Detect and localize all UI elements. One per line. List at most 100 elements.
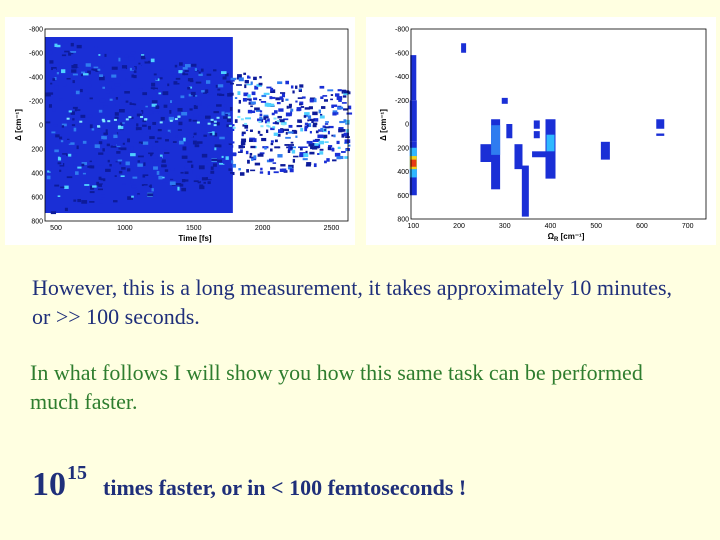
heatmap-cell — [61, 123, 67, 127]
heatmap-cell — [193, 105, 198, 110]
heatmap-cell — [151, 188, 154, 192]
heatmap-cell — [246, 98, 252, 101]
heatmap-cell — [288, 106, 292, 109]
heatmap-cell — [87, 70, 91, 75]
heatmap-cell — [299, 147, 303, 151]
heatmap-cell — [193, 113, 199, 118]
heatmap-cell — [98, 109, 103, 113]
heatmap-cell — [127, 192, 131, 196]
spectrum-spot — [656, 119, 665, 129]
heatmap-cell — [259, 152, 265, 155]
heatmap-cell — [318, 140, 324, 145]
heatmap-cell — [178, 70, 183, 74]
heatmap-cell — [45, 121, 51, 124]
heatmap-cell — [230, 77, 237, 81]
heatmap-cell — [82, 45, 85, 49]
heatmap-cell — [52, 78, 56, 81]
heatmap-cell — [343, 90, 350, 94]
heatmap-cell — [82, 172, 86, 175]
heatmap-highlight — [66, 117, 70, 120]
heatmap-cell — [109, 98, 113, 101]
heatmap-cell — [128, 117, 132, 121]
heatmap-cell — [54, 184, 60, 187]
heatmap-cell — [304, 112, 310, 116]
heatmap-cell — [172, 141, 177, 143]
heatmap-cell — [274, 139, 278, 143]
heatmap-cell — [341, 133, 345, 138]
heatmap-cell — [334, 152, 341, 157]
heatmap-cell — [179, 62, 183, 66]
heatmap-cell — [307, 119, 310, 122]
x-tick-label: 300 — [499, 223, 511, 230]
heatmap-cell — [244, 79, 249, 84]
heatmap-cell — [77, 202, 80, 205]
heatmap-cell — [120, 122, 123, 126]
heatmap-cell — [226, 80, 232, 83]
heatmap-cell — [216, 104, 222, 107]
heatmap-cell — [114, 112, 119, 116]
heatmap-cell — [223, 161, 229, 164]
heatmap-cell — [205, 160, 212, 164]
heatmap-cell — [137, 155, 144, 158]
heatmap-cell — [76, 117, 79, 120]
heatmap-cell — [327, 89, 334, 92]
heatmap-cell — [118, 147, 125, 150]
heatmap-cell — [238, 99, 241, 104]
heatmap-cell — [149, 136, 155, 140]
heatmap-cell — [336, 96, 343, 101]
heatmap-cell — [149, 110, 153, 115]
heatmap-cell — [75, 171, 79, 175]
heatmap-cell — [129, 102, 135, 106]
heatmap-highlight — [97, 125, 101, 128]
heatmap-cell — [93, 188, 98, 191]
heatmap-cell — [230, 82, 235, 85]
heatmap-cell — [59, 137, 63, 141]
y-tick-label: 400 — [397, 169, 409, 176]
heatmap-cell — [222, 143, 226, 145]
speedup-base: 10 — [32, 466, 66, 503]
heatmap-cell — [122, 122, 125, 124]
heatmap-highlight — [273, 117, 277, 120]
heatmap-cell — [331, 147, 335, 152]
heatmap-cell — [133, 103, 137, 106]
heatmap-cell — [101, 194, 106, 198]
heatmap-cell — [47, 92, 54, 95]
heatmap-cell — [265, 116, 269, 119]
heatmap-cell — [157, 156, 163, 161]
heatmap-highlight — [266, 121, 270, 124]
heatmap-cell — [200, 68, 204, 72]
heatmap-cell — [92, 185, 97, 188]
heatmap-cell — [178, 140, 184, 145]
x-tick-label: 600 — [636, 223, 648, 230]
heatmap-cell — [102, 148, 105, 152]
heatmap-cell — [277, 81, 283, 85]
heatmap-cell — [303, 115, 307, 118]
heatmap-cell — [342, 95, 347, 98]
heatmap-cell — [72, 73, 78, 76]
heatmap-cell — [113, 134, 118, 139]
heatmap-cell — [215, 84, 218, 88]
spectrum-spot — [506, 124, 513, 139]
heatmap-cell — [213, 81, 217, 84]
heatmap-cell — [137, 160, 140, 163]
heatmap-cell — [324, 160, 327, 164]
heatmap-cell — [268, 103, 275, 107]
heatmap-cell — [115, 97, 119, 100]
heatmap-cell — [140, 61, 144, 65]
heatmap-highlight — [207, 122, 211, 125]
heatmap-cell — [72, 80, 75, 84]
heatmap-cell — [138, 88, 143, 91]
heatmap-cell — [130, 116, 134, 119]
heatmap-cell — [277, 133, 281, 137]
heatmap-highlight — [113, 118, 117, 121]
heatmap-cell — [321, 106, 326, 109]
heatmap-cell — [338, 127, 344, 130]
heatmap-cell — [192, 140, 197, 145]
heatmap-cell — [287, 148, 293, 151]
heatmap-cell — [107, 96, 113, 100]
heatmap-cell — [117, 126, 124, 130]
heatmap-cell — [271, 96, 276, 99]
heatmap-cell — [253, 97, 258, 101]
heatmap-cell — [290, 141, 294, 144]
x-tick-label: 200 — [453, 223, 465, 230]
